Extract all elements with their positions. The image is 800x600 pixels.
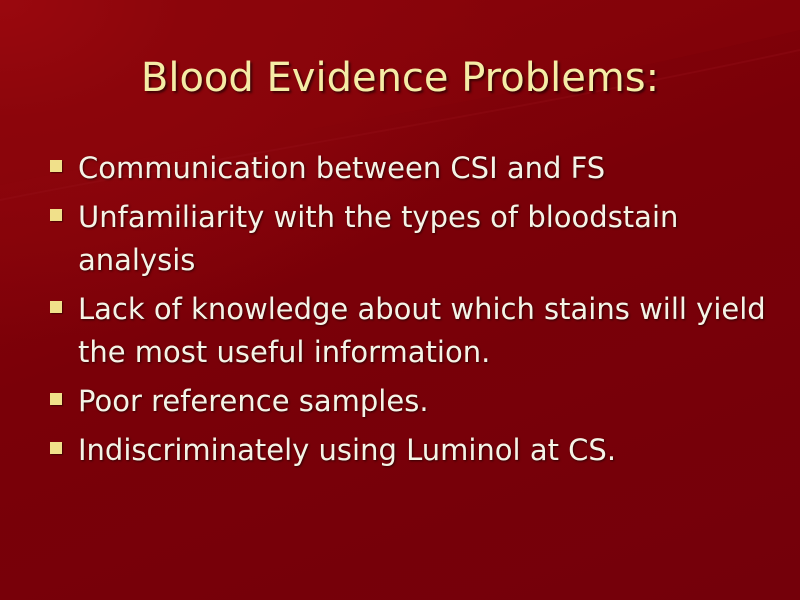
bullet-text: Unfamiliarity with the types of bloodsta… bbox=[78, 200, 679, 277]
bullet-text: Indiscriminately using Luminol at CS. bbox=[78, 433, 617, 467]
slide-title: Blood Evidence Problems: bbox=[140, 55, 660, 101]
bullet-text: Communication between CSI and FS bbox=[78, 151, 606, 185]
bullet-item: Communication between CSI and FS bbox=[48, 147, 768, 190]
bullet-text: Lack of knowledge about which stains wil… bbox=[78, 292, 766, 369]
square-bullet-icon bbox=[50, 209, 62, 221]
bullet-list: Communication between CSI and FS Unfamil… bbox=[48, 147, 768, 478]
bullet-item: Indiscriminately using Luminol at CS. bbox=[48, 429, 768, 472]
square-bullet-icon bbox=[50, 301, 62, 313]
bullet-item: Poor reference samples. bbox=[48, 380, 768, 423]
square-bullet-icon bbox=[50, 442, 62, 454]
bullet-item: Unfamiliarity with the types of bloodsta… bbox=[48, 196, 768, 282]
square-bullet-icon bbox=[50, 160, 62, 172]
bullet-text: Poor reference samples. bbox=[78, 384, 429, 418]
bullet-item: Lack of knowledge about which stains wil… bbox=[48, 288, 768, 374]
square-bullet-icon bbox=[50, 393, 62, 405]
